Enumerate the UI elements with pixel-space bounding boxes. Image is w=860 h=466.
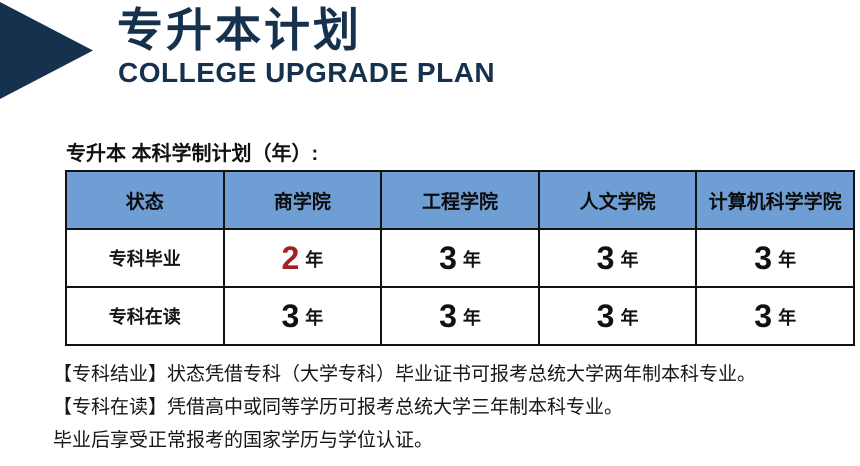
row-label-cell: 专科在读 (65, 286, 225, 346)
duration-unit: 年 (305, 307, 324, 328)
duration-value: 3 (596, 297, 616, 334)
table-caption: 专升本 本科学制计划（年）: (66, 143, 319, 165)
plan-table-head: 状态 商学院 工程学院 人文学院 计算机科学学院 (65, 170, 855, 230)
duration-unit: 年 (778, 249, 797, 270)
duration-value: 3 (754, 297, 774, 334)
duration-unit: 年 (620, 307, 639, 328)
duration-unit: 年 (462, 249, 481, 270)
duration-value: 3 (439, 297, 458, 334)
duration-unit: 年 (620, 249, 639, 270)
row-label: 专科在读 (108, 307, 181, 327)
table-row: 专科在读 3 年 3 年 3 年 3 年 (65, 286, 855, 346)
plan-table: 状态 商学院 工程学院 人文学院 计算机科学学院 专科毕业 2 年 3 年 3 年 3 年专科在读 3 年 3… (65, 170, 855, 346)
footnote-line: 【专科结业】状态凭借专科（大学专科）毕业证书可报考总统大学两年制本科专业。 (53, 364, 757, 385)
duration-value: 3 (754, 239, 774, 276)
right-arrow-icon (0, 2, 93, 99)
column-header: 状态 (65, 170, 225, 230)
page-header: 专升本计划 COLLEGE UPGRADE PLAN (0, 0, 860, 110)
row-label-cell: 专科毕业 (65, 228, 225, 288)
duration-value-highlighted: 2 (281, 239, 301, 276)
duration-value: 3 (281, 297, 301, 334)
duration-unit: 年 (305, 249, 324, 270)
duration-unit: 年 (462, 307, 481, 328)
page-subtitle: COLLEGE UPGRADE PLAN (118, 57, 496, 88)
column-header: 计算机科学学院 (695, 170, 855, 230)
column-header: 人文学院 (537, 170, 698, 230)
footnotes: 【专科结业】状态凭借专科（大学专科）毕业证书可报考总统大学两年制本科专业。 【专… (53, 358, 853, 457)
footnote-line: 【专科在读】凭借高中或同等学历可报考总统大学三年制本科专业。 (53, 397, 624, 418)
plan-table-body: 专科毕业 2 年 3 年 3 年 3 年专科在读 3 年 3 年 3 年 3 年 (65, 228, 855, 346)
duration-value: 3 (439, 239, 458, 276)
table-header-row: 状态 商学院 工程学院 人文学院 计算机科学学院 (65, 170, 855, 230)
page-title: 专升本计划 (117, 4, 362, 56)
duration-unit: 年 (778, 307, 797, 328)
footnote-line: 毕业后享受正常报考的国家学历与学位认证。 (53, 430, 434, 451)
row-label: 专科毕业 (108, 249, 181, 269)
column-header: 商学院 (222, 170, 383, 230)
duration-value: 3 (596, 239, 616, 276)
column-header: 工程学院 (380, 170, 540, 230)
table-row: 专科毕业 2 年 3 年 3 年 3 年 (65, 228, 855, 288)
